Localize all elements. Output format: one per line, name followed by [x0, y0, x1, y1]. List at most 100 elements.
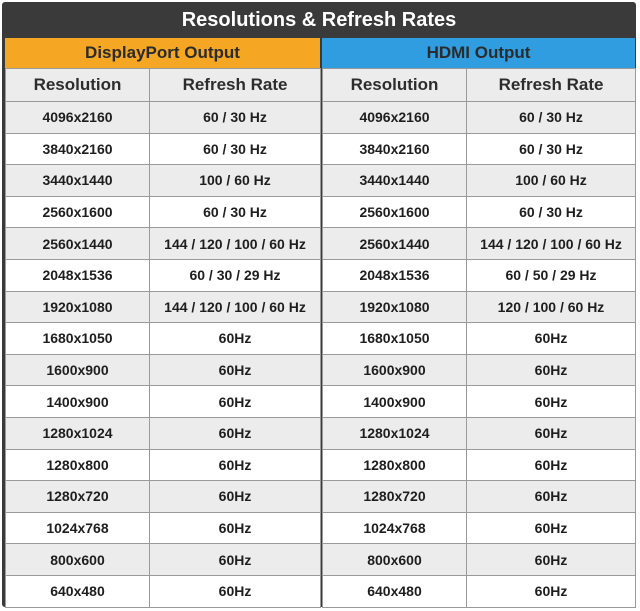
displayport-table-row: 3840x2160 60 / 30 Hz: [5, 132, 321, 166]
hdmi-table-row: 2560x1600 60 / 30 Hz: [322, 195, 636, 229]
hdmi-table-row: 1280x720 60Hz: [322, 480, 636, 513]
displayport-refresh-rate-cell: 60Hz: [149, 353, 321, 387]
hdmi-column-headers: Resolution Refresh Rate: [322, 68, 636, 102]
displayport-column-headers: Resolution Refresh Rate: [5, 68, 321, 102]
hdmi-resolution-cell: 1920x1080: [322, 290, 467, 324]
hdmi-refresh-rate-cell: 60Hz: [466, 322, 636, 355]
displayport-table-row: 2560x1440 144 / 120 / 100 / 60 Hz: [5, 227, 321, 260]
hdmi-resolution-cell: 4096x2160: [322, 101, 467, 134]
hdmi-resolution-cell: 1280x720: [322, 480, 467, 513]
displayport-refresh-rate-cell: 60Hz: [149, 480, 321, 513]
hdmi-table-row: 640x480 60Hz: [322, 574, 636, 608]
displayport-refresh-rate-cell: 60 / 30 / 29 Hz: [149, 258, 321, 292]
hdmi-refresh-rate-cell: 100 / 60 Hz: [466, 164, 636, 197]
displayport-refresh-rate-cell: 60Hz: [149, 448, 321, 482]
displayport-table-row: 1024x768 60Hz: [5, 511, 321, 545]
displayport-refresh-rate-cell: 144 / 120 / 100 / 60 Hz: [149, 227, 321, 260]
displayport-header: DisplayPort Output: [5, 38, 320, 68]
hdmi-table-row: 1400x900 60Hz: [322, 385, 636, 418]
displayport-resolution-cell: 1600x900: [5, 353, 150, 387]
displayport-resolution-column-header: Resolution: [5, 68, 150, 102]
hdmi-resolution-cell: 800x600: [322, 543, 467, 576]
hdmi-refresh-rate-cell: 60Hz: [466, 353, 636, 387]
displayport-refresh-rate-cell: 144 / 120 / 100 / 60 Hz: [149, 290, 321, 324]
hdmi-table-row: 1280x1024 60Hz: [322, 416, 636, 450]
hdmi-refresh-rate-cell: 60 / 30 Hz: [466, 195, 636, 229]
hdmi-table-row: 2048x1536 60 / 50 / 29 Hz: [322, 258, 636, 292]
hdmi-resolution-cell: 2560x1600: [322, 195, 467, 229]
displayport-table-row: 1920x1080 144 / 120 / 100 / 60 Hz: [5, 290, 321, 324]
hdmi-resolution-cell: 1280x1024: [322, 416, 467, 450]
displayport-refresh-rate-cell: 60 / 30 Hz: [149, 132, 321, 166]
hdmi-resolution-cell: 2560x1440: [322, 227, 467, 260]
displayport-resolution-cell: 1400x900: [5, 385, 150, 418]
displayport-resolution-cell: 640x480: [5, 574, 150, 608]
displayport-resolution-cell: 1680x1050: [5, 322, 150, 355]
displayport-refresh-rate-cell: 60Hz: [149, 574, 321, 608]
hdmi-refresh-rate-cell: 60 / 50 / 29 Hz: [466, 258, 636, 292]
hdmi-table-row: 1920x1080 120 / 100 / 60 Hz: [322, 290, 636, 324]
hdmi-resolution-cell: 1680x1050: [322, 322, 467, 355]
hdmi-refresh-rate-cell: 60Hz: [466, 416, 636, 450]
hdmi-resolution-column-header: Resolution: [322, 68, 467, 102]
displayport-table-row: 1400x900 60Hz: [5, 385, 321, 418]
displayport-table-row: 2048x1536 60 / 30 / 29 Hz: [5, 258, 321, 292]
hdmi-refresh-rate-cell: 60Hz: [466, 511, 636, 545]
page-title: Resolutions & Refresh Rates: [181, 8, 457, 31]
displayport-table-row: 800x600 60Hz: [5, 543, 321, 576]
hdmi-refresh-rate-cell: 120 / 100 / 60 Hz: [466, 290, 636, 324]
hdmi-table: Resolution Refresh Rate 4096x2160 60 / 30…: [322, 68, 636, 608]
hdmi-refresh-column-header: Refresh Rate: [466, 68, 636, 102]
hdmi-table-row: 1024x768 60Hz: [322, 511, 636, 545]
hdmi-table-row: 3840x2160 60 / 30 Hz: [322, 132, 636, 166]
displayport-resolution-cell: 3440x1440: [5, 164, 150, 197]
displayport-panel: DisplayPort Output Resolution Refresh Ra…: [5, 38, 321, 608]
displayport-resolution-cell: 3840x2160: [5, 132, 150, 166]
hdmi-table-row: 3440x1440 100 / 60 Hz: [322, 164, 636, 197]
displayport-resolution-cell: 4096x2160: [5, 101, 150, 134]
displayport-refresh-column-header: Refresh Rate: [149, 68, 321, 102]
hdmi-table-row: 4096x2160 60 / 30 Hz: [322, 101, 636, 134]
displayport-table-row: 1600x900 60Hz: [5, 353, 321, 387]
displayport-refresh-rate-cell: 100 / 60 Hz: [149, 164, 321, 197]
hdmi-refresh-rate-cell: 60Hz: [466, 385, 636, 418]
hdmi-resolution-cell: 1600x900: [322, 353, 467, 387]
displayport-table-row: 3440x1440 100 / 60 Hz: [5, 164, 321, 197]
hdmi-table-row: 1600x900 60Hz: [322, 353, 636, 387]
displayport-refresh-rate-cell: 60Hz: [149, 322, 321, 355]
displayport-resolution-cell: 2560x1440: [5, 227, 150, 260]
hdmi-refresh-rate-cell: 60 / 30 Hz: [466, 101, 636, 134]
displayport-refresh-rate-cell: 60 / 30 Hz: [149, 195, 321, 229]
displayport-refresh-rate-cell: 60Hz: [149, 416, 321, 450]
hdmi-refresh-rate-cell: 60Hz: [466, 574, 636, 608]
hdmi-refresh-rate-cell: 144 / 120 / 100 / 60 Hz: [466, 227, 636, 260]
displayport-table-row: 1280x720 60Hz: [5, 480, 321, 513]
hdmi-resolution-cell: 1024x768: [322, 511, 467, 545]
hdmi-resolution-cell: 640x480: [322, 574, 467, 608]
displayport-refresh-rate-cell: 60Hz: [149, 511, 321, 545]
hdmi-refresh-rate-cell: 60Hz: [466, 448, 636, 482]
hdmi-panel: HDMI Output Resolution Refresh Rate 4096…: [322, 38, 636, 608]
hdmi-table-row: 1680x1050 60Hz: [322, 322, 636, 355]
displayport-resolution-cell: 1024x768: [5, 511, 150, 545]
displayport-resolution-cell: 1280x800: [5, 448, 150, 482]
displayport-table-row: 2560x1600 60 / 30 Hz: [5, 195, 321, 229]
displayport-resolution-cell: 1280x1024: [5, 416, 150, 450]
displayport-resolution-cell: 2048x1536: [5, 258, 150, 292]
hdmi-resolution-cell: 1400x900: [322, 385, 467, 418]
displayport-table-row: 1680x1050 60Hz: [5, 322, 321, 355]
displayport-table-body: 4096x2160 60 / 30 Hz 3840x2160 60 / 30 Hz 34…: [5, 101, 321, 608]
hdmi-table-row: 1280x800 60Hz: [322, 448, 636, 482]
displayport-table: Resolution Refresh Rate 4096x2160 60 / 30…: [5, 68, 321, 608]
displayport-resolution-cell: 2560x1600: [5, 195, 150, 229]
displayport-refresh-rate-cell: 60Hz: [149, 385, 321, 418]
displayport-refresh-rate-cell: 60Hz: [149, 543, 321, 576]
displayport-resolution-cell: 1280x720: [5, 480, 150, 513]
hdmi-table-row: 2560x1440 144 / 120 / 100 / 60 Hz: [322, 227, 636, 260]
displayport-resolution-cell: 1920x1080: [5, 290, 150, 324]
hdmi-resolution-cell: 3440x1440: [322, 164, 467, 197]
hdmi-refresh-rate-cell: 60 / 30 Hz: [466, 132, 636, 166]
hdmi-table-body: 4096x2160 60 / 30 Hz 3840x2160 60 / 30 Hz 34…: [322, 101, 636, 608]
hdmi-header: HDMI Output: [322, 38, 635, 68]
